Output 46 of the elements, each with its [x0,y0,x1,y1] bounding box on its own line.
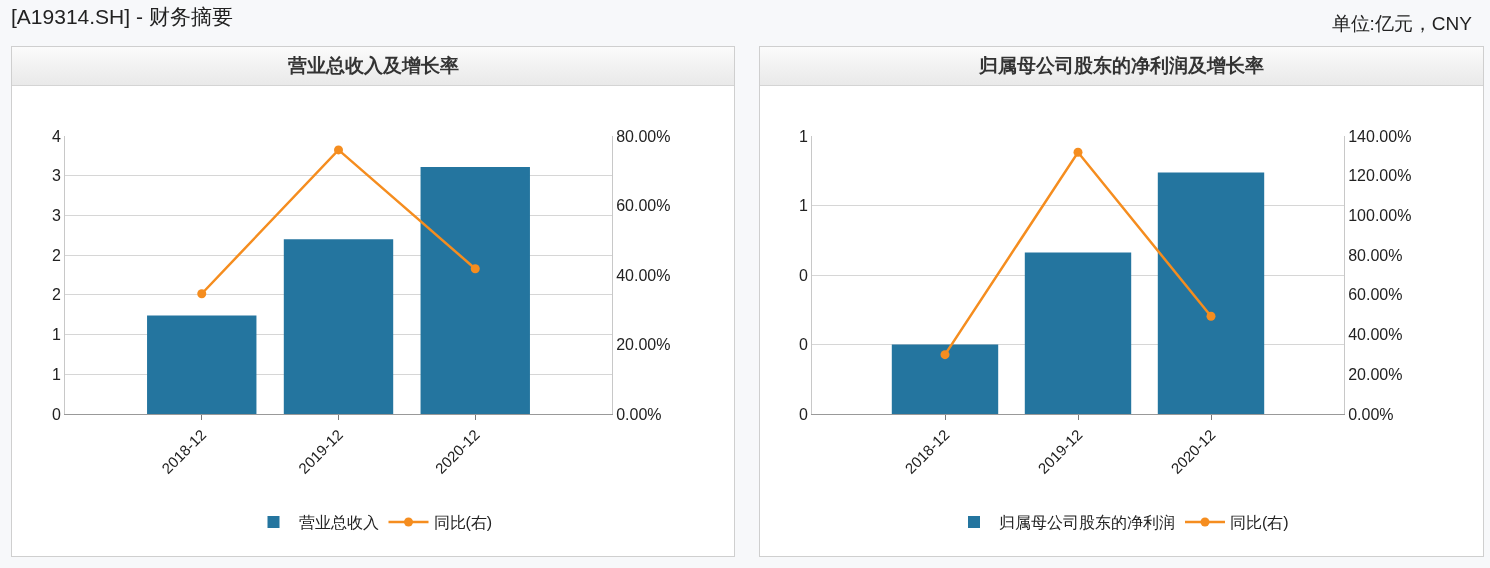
y2-tick-label: 0.00% [616,405,662,423]
y-tick-label: 0 [51,405,61,423]
chart-title: 营业总收入及增长率 [12,47,734,86]
y-tick-label: 2 [51,246,61,264]
y-tick-label: 0 [798,405,808,423]
point [197,289,207,299]
bar [1157,172,1265,414]
y-tick-label: 0 [798,336,808,354]
bar [420,166,530,414]
point [1073,147,1083,157]
y2-tick-label: 20.00% [616,336,671,354]
y2-tick-label: 60.00% [616,197,671,215]
y-tick-label: 1 [798,127,808,145]
y-tick-label: 3 [51,167,61,185]
bar [147,315,257,414]
y-tick-label: 3 [51,207,61,225]
y2-tick-label: 120.00% [1348,167,1412,185]
y2-tick-label: 80.00% [616,127,671,145]
y2-tick-label: 40.00% [1348,326,1403,344]
y2-tick-label: 100.00% [1348,207,1412,225]
legend-label: 同比(右) [433,514,493,532]
text: [A19314.SH] - 财务摘要 [11,4,233,30]
bar [1024,252,1132,414]
y-tick-label: 0 [798,266,808,284]
point [470,264,480,274]
y2-tick-label: 140.00% [1348,127,1412,145]
bar [283,239,394,414]
y2-tick-label: 40.00% [616,266,671,284]
bar [891,344,999,414]
y2-tick-label: 20.00% [1348,365,1403,383]
point [1206,311,1216,321]
y2-tick-label: 0.00% [1348,405,1394,423]
y-tick-label: 1 [798,197,808,215]
legend-label: 同比(右) [1230,514,1289,532]
legend-label: 归属母公司股东的净利润 [999,514,1175,532]
y2-tick-label: 60.00% [1348,286,1403,304]
y-tick-label: 1 [51,365,61,383]
point [940,350,950,360]
chart-title: 归属母公司股东的净利润及增长率 [760,47,1483,86]
y2-tick-label: 80.00% [1348,246,1403,264]
y-tick-label: 4 [51,127,61,145]
y-tick-label: 1 [51,326,61,344]
y-tick-label: 2 [51,286,61,304]
legend-label: 营业总收入 [298,514,379,532]
point [334,145,343,155]
text: 单位:亿元，CNY [1331,12,1472,36]
